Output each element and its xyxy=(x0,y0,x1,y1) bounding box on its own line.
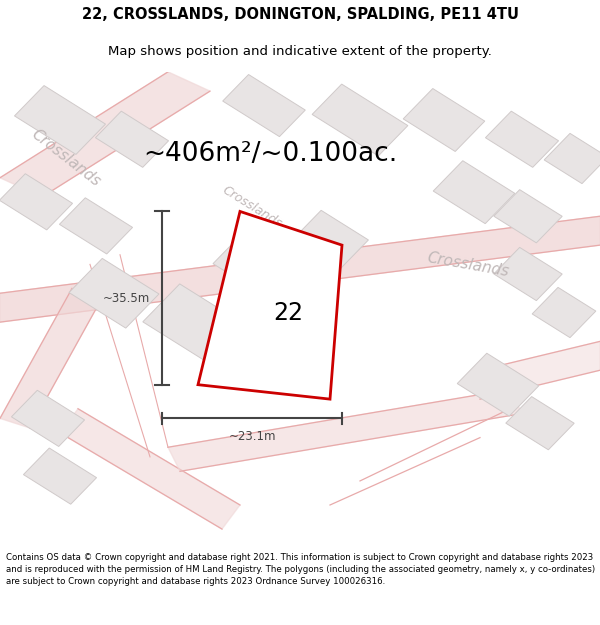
Polygon shape xyxy=(506,397,574,450)
Polygon shape xyxy=(213,229,303,299)
Text: Crosslands: Crosslands xyxy=(220,183,284,230)
Polygon shape xyxy=(11,390,85,446)
Polygon shape xyxy=(532,288,596,338)
Polygon shape xyxy=(143,284,241,361)
Polygon shape xyxy=(312,84,408,156)
Polygon shape xyxy=(0,216,600,322)
Polygon shape xyxy=(494,248,562,301)
Polygon shape xyxy=(0,72,210,197)
Text: Contains OS data © Crown copyright and database right 2021. This information is : Contains OS data © Crown copyright and d… xyxy=(6,553,595,586)
Polygon shape xyxy=(168,389,522,471)
Polygon shape xyxy=(544,133,600,184)
Text: Crosslands: Crosslands xyxy=(426,250,510,279)
Text: Map shows position and indicative extent of the property.: Map shows position and indicative extent… xyxy=(108,45,492,58)
Polygon shape xyxy=(457,353,539,416)
Polygon shape xyxy=(198,211,342,399)
Text: ~406m²/~0.100ac.: ~406m²/~0.100ac. xyxy=(143,141,397,167)
Polygon shape xyxy=(480,341,600,399)
Polygon shape xyxy=(433,161,515,224)
Text: ~23.1m: ~23.1m xyxy=(228,431,276,443)
Polygon shape xyxy=(403,89,485,151)
Polygon shape xyxy=(494,189,562,243)
Polygon shape xyxy=(59,198,133,254)
Polygon shape xyxy=(60,409,240,529)
Text: 22: 22 xyxy=(273,301,303,324)
Polygon shape xyxy=(292,211,368,270)
Polygon shape xyxy=(69,258,159,328)
Polygon shape xyxy=(0,289,102,428)
Polygon shape xyxy=(14,86,106,154)
Text: 22, CROSSLANDS, DONINGTON, SPALDING, PE11 4TU: 22, CROSSLANDS, DONINGTON, SPALDING, PE1… xyxy=(82,7,518,22)
Polygon shape xyxy=(23,448,97,504)
Text: ~35.5m: ~35.5m xyxy=(103,291,150,304)
Polygon shape xyxy=(485,111,559,168)
Polygon shape xyxy=(0,174,73,230)
Polygon shape xyxy=(223,74,305,137)
Text: Crosslands: Crosslands xyxy=(29,127,103,190)
Polygon shape xyxy=(95,111,169,168)
